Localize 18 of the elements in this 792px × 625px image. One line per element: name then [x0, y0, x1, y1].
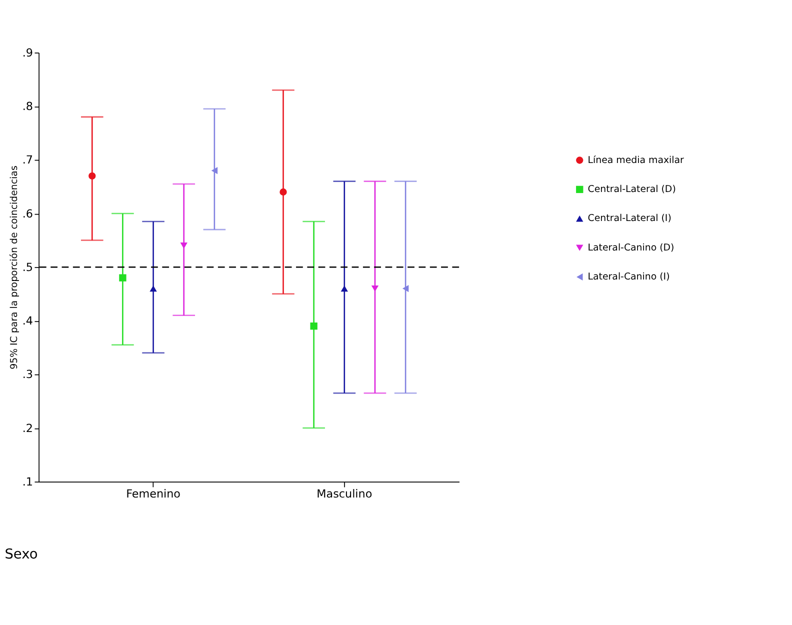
y-tick-label: .8	[22, 100, 34, 114]
y-tick-label: .5	[22, 260, 34, 274]
legend-label: Central-Lateral (D)	[588, 184, 676, 196]
y-tick-label: .4	[22, 314, 34, 328]
x-tick-label: Masculino	[316, 487, 372, 500]
legend-label: Línea media maxilar	[588, 154, 684, 166]
y-tick-label: .9	[22, 46, 34, 60]
y-tick-label: .1	[22, 475, 34, 488]
legend-label: Central-Lateral (I)	[588, 213, 672, 224]
y-tick-label: .7	[22, 154, 34, 167]
x-tick-label: Femenino	[126, 487, 181, 500]
legend-label: Lateral-Canino (I)	[588, 272, 670, 283]
y-tick-label: .2	[22, 422, 34, 435]
x-axis-title: Sexo	[4, 546, 38, 562]
legend-label: Lateral-Canino (D)	[588, 242, 674, 254]
y-tick-label: .6	[22, 207, 34, 220]
y-tick-label: .3	[22, 368, 34, 382]
y-axis-title: 95% IC para la proporción de coincidencias	[9, 166, 20, 370]
